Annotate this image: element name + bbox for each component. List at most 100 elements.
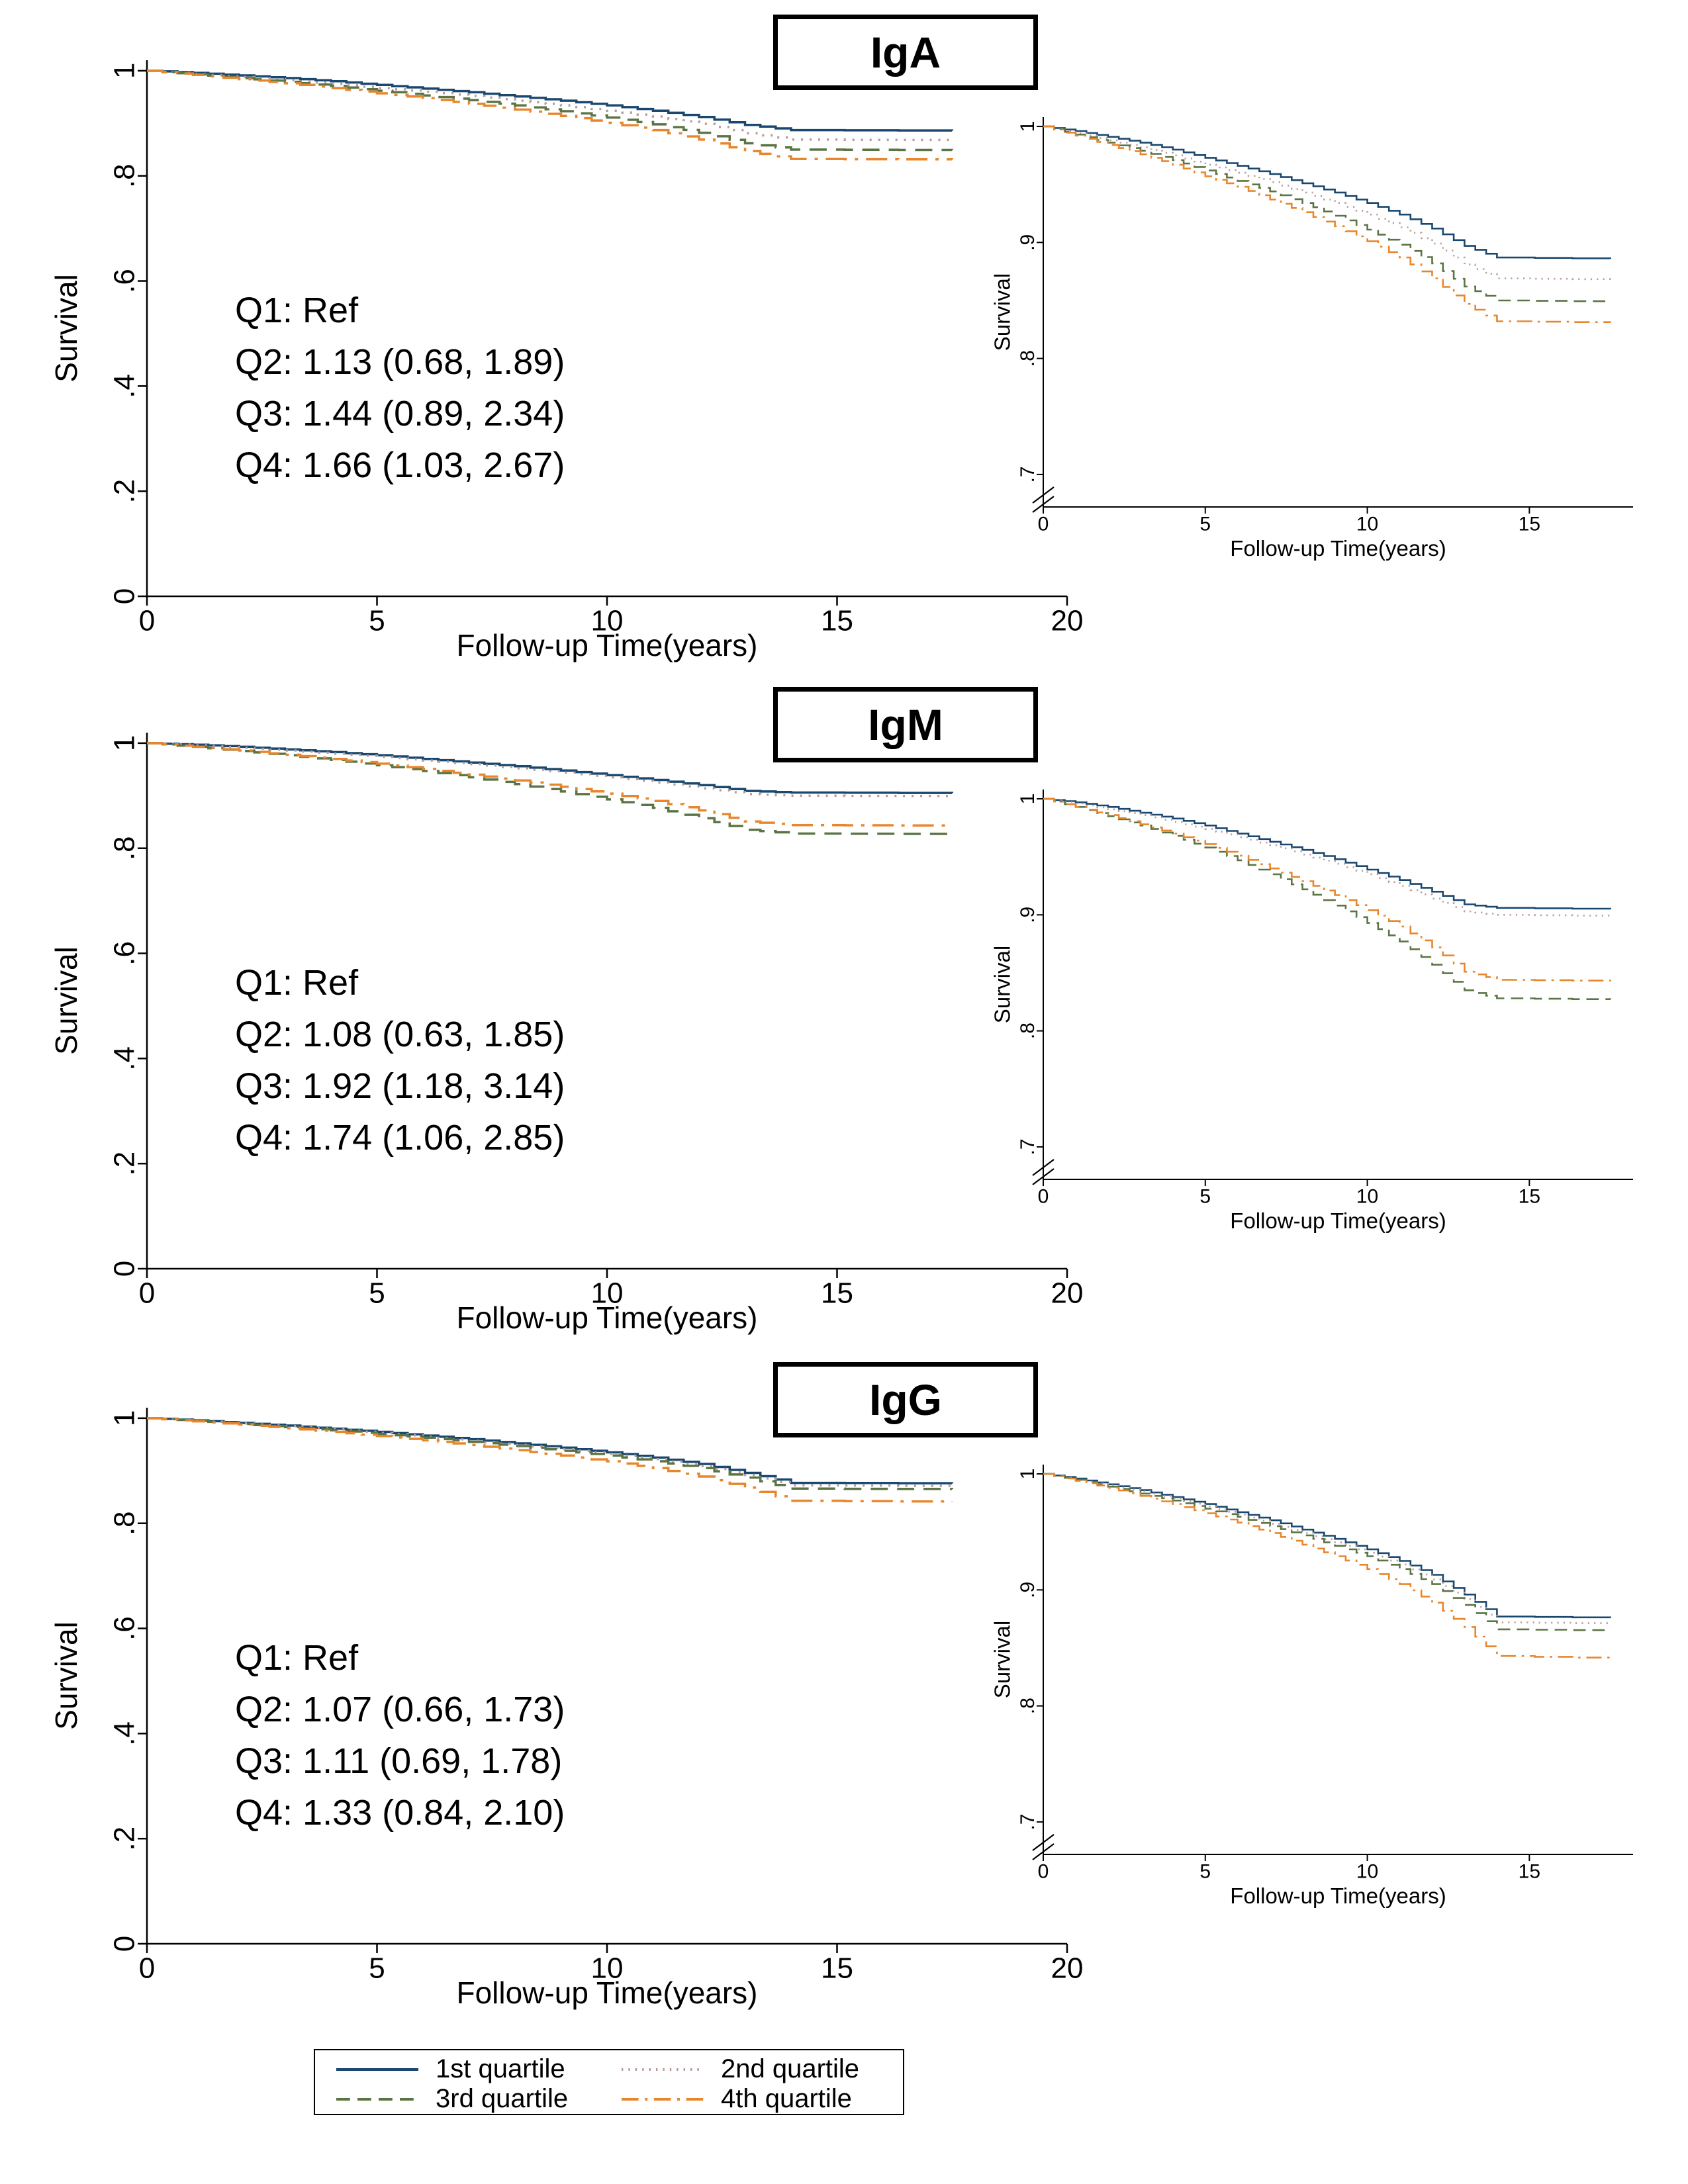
x-tick-label: 15 — [1519, 514, 1540, 535]
survival-curve-2nd-quartile — [1043, 125, 1611, 281]
x-tick-label: 10 — [591, 604, 624, 637]
y-axis-title: Survival — [49, 946, 83, 1055]
legend-line-sample-4th-quartile — [622, 2097, 704, 2101]
survival-curve-3rd-quartile — [147, 69, 954, 152]
y-tick-label: .8 — [1017, 1023, 1039, 1039]
x-axis-title: Follow-up Time(years) — [457, 1300, 758, 1335]
y-tick-label: .6 — [109, 269, 141, 293]
survival-curve-1st-quartile — [1043, 1473, 1611, 1619]
x-axis-title: Follow-up Time(years) — [1230, 536, 1446, 561]
x-tick-label: 10 — [1356, 1186, 1378, 1208]
legend-item-4th-quartile: 4th quartile — [619, 2084, 884, 2114]
igg-inset-survival-chart: 0 5 10 15 .7 .8 .9 1 Follow-up Time(years) Surviv… — [990, 1465, 1633, 1908]
x-axis-title: Follow-up Time(years) — [1230, 1884, 1446, 1908]
y-tick-label: .2 — [109, 479, 141, 504]
survival-curve-4th-quartile — [1043, 1473, 1611, 1659]
x-tick-label: 5 — [1199, 1861, 1211, 1883]
legend-item-3rd-quartile: 3rd quartile — [334, 2084, 599, 2114]
x-tick-label: 20 — [1051, 1952, 1084, 1984]
annotation-line-q3: Q3: 1.92 (1.18, 3.14) — [235, 1066, 565, 1106]
y-tick-label: .8 — [109, 163, 141, 188]
x-tick-label: 0 — [1038, 514, 1049, 535]
y-tick-label: .7 — [1017, 1138, 1039, 1155]
y-axis-title: Survival — [990, 1621, 1015, 1698]
y-tick-label: 0 — [109, 588, 141, 604]
y-axis-title: Survival — [990, 946, 1015, 1023]
y-tick-label: .6 — [109, 941, 141, 966]
legend-label-1st-quartile: 1st quartile — [436, 2054, 565, 2083]
y-tick-label: .4 — [109, 1046, 141, 1071]
x-axis-title: Follow-up Time(years) — [457, 628, 758, 662]
annotation-line-q4: Q4: 1.66 (1.03, 2.67) — [235, 445, 565, 485]
panel-title-igg: IgG — [869, 1375, 942, 1424]
annotation-line-q1: Q1: Ref — [235, 1638, 359, 1678]
survival-curve-1st-quartile — [1043, 797, 1611, 910]
survival-curve-1st-quartile — [147, 742, 954, 794]
x-tick-label: 10 — [1356, 514, 1378, 535]
survival-curve-1st-quartile — [1043, 125, 1611, 259]
legend-item-2nd-quartile: 2nd quartile — [619, 2054, 884, 2084]
y-tick-label: 0 — [109, 1261, 141, 1277]
x-tick-label: 0 — [139, 604, 155, 637]
survival-curve-2nd-quartile — [147, 742, 954, 797]
legend-line-sample-1st-quartile — [336, 2068, 418, 2071]
annotation-line-q1: Q1: Ref — [235, 963, 359, 1003]
panel-title-igm: IgM — [868, 700, 943, 749]
survival-curve-1st-quartile — [147, 69, 954, 132]
y-tick-label: .8 — [109, 1511, 141, 1535]
panel-title-box-iga: IgA — [773, 15, 1038, 90]
y-tick-label: 1 — [109, 735, 141, 751]
y-tick-label: 1 — [109, 1410, 141, 1426]
x-tick-label: 5 — [369, 1277, 385, 1309]
survival-curve-3rd-quartile — [1043, 1473, 1611, 1631]
y-tick-label: .9 — [1017, 1582, 1039, 1598]
annotation-line-q3: Q3: 1.11 (0.69, 1.78) — [235, 1741, 563, 1781]
x-tick-label: 15 — [821, 1952, 853, 1984]
panel-igg: 0 5 10 15 20 0.2.4.6.8 1 Follow-up Time(years) S… — [0, 1351, 1688, 2021]
axis-break-mark — [1032, 1159, 1055, 1176]
survival-curve-2nd-quartile — [1043, 1473, 1611, 1624]
annotation-line-q1: Q1: Ref — [235, 291, 359, 330]
y-tick-label: .2 — [109, 1152, 141, 1176]
x-tick-label: 5 — [369, 1952, 385, 1984]
survival-curve-2nd-quartile — [147, 1417, 954, 1487]
hazard-ratio-annotation-igm: Q1: Ref Q2: 1.08 (0.63, 1.85) Q3: 1.92 (… — [235, 957, 565, 1163]
x-tick-label: 15 — [1519, 1186, 1540, 1208]
x-tick-label: 15 — [821, 1277, 853, 1309]
x-tick-label: 5 — [369, 604, 385, 637]
x-tick-label: 10 — [1356, 1861, 1378, 1883]
survival-curve-2nd-quartile — [1043, 797, 1611, 917]
y-axis-title: Survival — [49, 1621, 83, 1730]
x-tick-label: 10 — [591, 1952, 624, 1984]
annotation-line-q2: Q2: 1.13 (0.68, 1.89) — [235, 342, 565, 382]
axis-break-mark — [1032, 1168, 1055, 1185]
hazard-ratio-annotation-igg: Q1: Ref Q2: 1.07 (0.66, 1.73) Q3: 1.11 (… — [235, 1632, 565, 1839]
survival-curve-4th-quartile — [147, 69, 954, 161]
x-tick-label: 0 — [1038, 1861, 1049, 1883]
legend-line-sample-2nd-quartile — [622, 2068, 704, 2071]
panel-title-iga: IgA — [870, 28, 941, 77]
annotation-line-q2: Q2: 1.08 (0.63, 1.85) — [235, 1015, 565, 1054]
x-axis-title: Follow-up Time(years) — [457, 1976, 758, 2010]
y-tick-label: 1 — [109, 63, 141, 79]
survival-curve-3rd-quartile — [1043, 125, 1611, 302]
x-tick-label: 0 — [139, 1952, 155, 1984]
panel-title-box-igg: IgG — [773, 1362, 1038, 1437]
x-tick-label: 20 — [1051, 1277, 1084, 1309]
annotation-line-q3: Q3: 1.44 (0.89, 2.34) — [235, 394, 565, 433]
y-tick-label: .8 — [1017, 1698, 1039, 1714]
survival-curve-4th-quartile — [147, 1417, 954, 1503]
x-tick-label: 15 — [821, 604, 853, 637]
survival-curve-2nd-quartile — [147, 69, 954, 142]
y-tick-label: .7 — [1017, 1813, 1039, 1830]
legend-label-2nd-quartile: 2nd quartile — [721, 2054, 860, 2083]
y-tick-label: .2 — [109, 1827, 141, 1851]
y-tick-label: .7 — [1017, 466, 1039, 482]
legend-label-4th-quartile: 4th quartile — [721, 2084, 852, 2113]
x-tick-label: 15 — [1519, 1861, 1540, 1883]
survival-curve-4th-quartile — [1043, 797, 1611, 981]
survival-curve-1st-quartile — [147, 1417, 954, 1484]
